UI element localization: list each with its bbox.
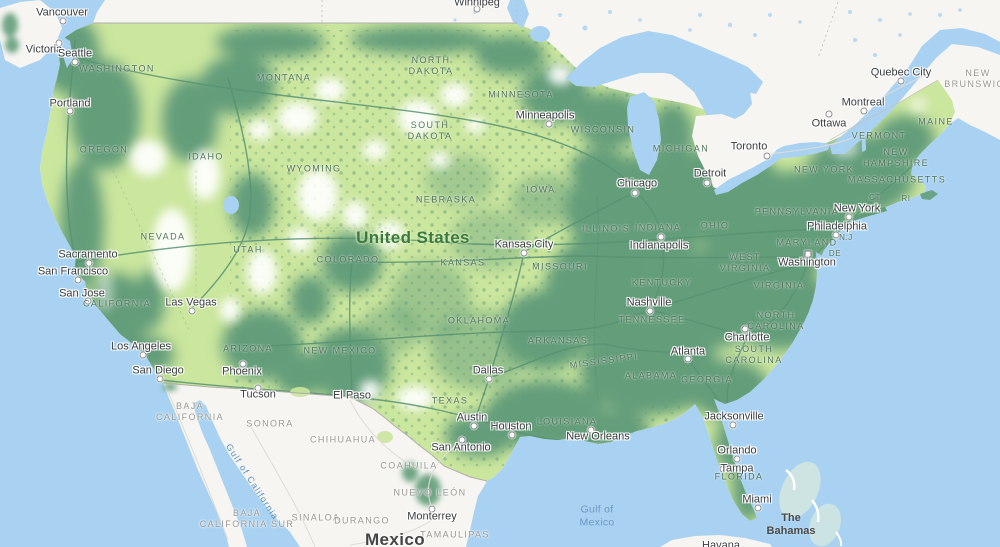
cuba-land [660,535,772,547]
country-borders [93,0,939,482]
cape-cod [920,190,938,200]
state-borders [112,169,391,333]
bahamas-banks [779,461,843,547]
foreign-roads [167,74,926,547]
long-island [851,207,887,221]
southern-ontario-land [692,114,778,181]
canada-small-lakes [453,8,962,57]
